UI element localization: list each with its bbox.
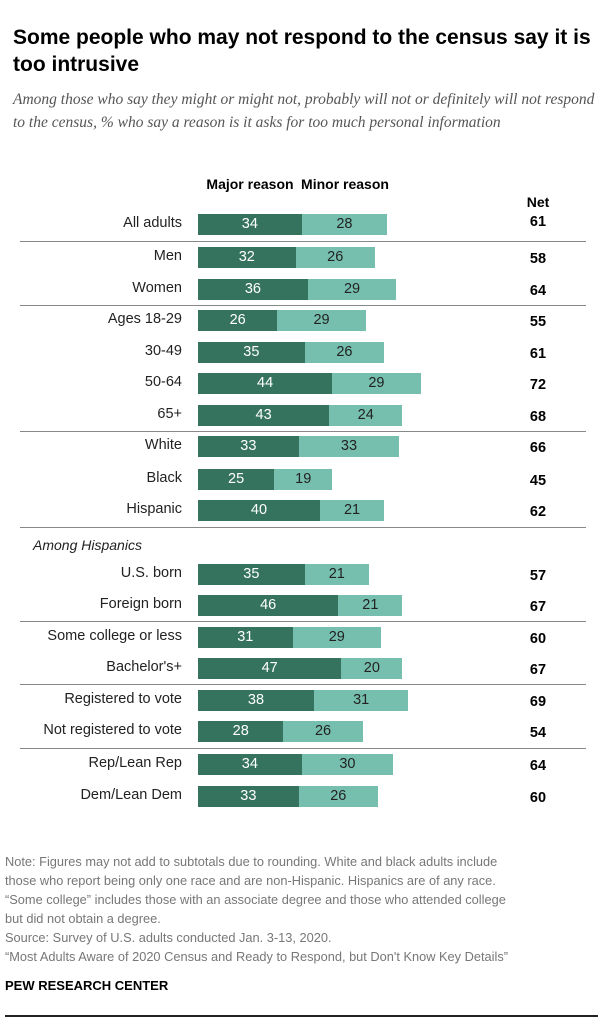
chart-subtitle: Among those who say they might or might … [13, 91, 595, 131]
net-value: 58 [529, 251, 547, 267]
row-label: Hispanic [126, 501, 182, 517]
bar-minor-reason: 24 [329, 405, 403, 426]
row-label: Ages 18-29 [107, 311, 182, 327]
net-value: 67 [529, 662, 547, 678]
group-divider [20, 241, 586, 242]
net-value: 54 [529, 725, 547, 741]
bar-major-reason: 40 [198, 500, 320, 521]
net-value: 68 [529, 409, 547, 425]
bar-major-reason: 44 [198, 373, 333, 394]
bar-minor-reason: 26 [298, 786, 378, 807]
row-label: Bachelor's+ [106, 659, 182, 675]
bar-minor-reason: 26 [304, 342, 385, 363]
row-label: Dem/Lean Dem [80, 787, 182, 803]
row-label: Some college or less [47, 628, 182, 644]
bar-minor-reason: 29 [332, 373, 421, 394]
group-divider [20, 305, 586, 306]
row-label: White [144, 437, 182, 453]
bar-major-reason: 25 [198, 469, 275, 490]
row-label: All adults [123, 215, 182, 231]
bar-major-reason: 36 [198, 279, 308, 300]
bar-minor-reason: 29 [277, 310, 366, 331]
bottom-rule [5, 1015, 598, 1017]
bar-major-reason: 35 [198, 342, 305, 363]
row-label: Rep/Lean Rep [88, 755, 182, 771]
row-label: U.S. born [120, 565, 182, 581]
report-title-line: “Most Adults Aware of 2020 Census and Re… [5, 949, 508, 964]
header-major: Major reason [206, 176, 294, 192]
chart-title: Some people who may not respond to the c… [13, 26, 591, 76]
net-value: 61 [529, 214, 547, 230]
bar-minor-reason: 30 [301, 754, 394, 775]
row-label: Men [153, 248, 182, 264]
group-label-among-hispanics: Among Hispanics [33, 537, 142, 553]
bar-minor-reason: 31 [313, 690, 409, 711]
bar-minor-reason: 26 [283, 721, 363, 742]
group-divider [20, 621, 586, 622]
bar-minor-reason: 29 [292, 627, 381, 648]
header-minor: Minor reason [301, 176, 389, 192]
net-value: 61 [529, 346, 547, 362]
bar-major-reason: 35 [198, 564, 305, 585]
net-value: 45 [529, 473, 547, 489]
bar-major-reason: 28 [198, 721, 284, 742]
row-label: Not registered to vote [43, 722, 182, 738]
group-divider [20, 431, 586, 432]
bar-major-reason: 26 [198, 310, 278, 331]
row-label: Foreign born [99, 596, 182, 612]
group-divider [20, 527, 586, 528]
note-line: Note: Figures may not add to subtotals d… [5, 854, 498, 869]
row-label: Black [146, 470, 182, 486]
row-label: 65+ [157, 406, 182, 422]
row-label: 50-64 [144, 374, 182, 390]
net-value: 64 [529, 758, 547, 774]
bar-minor-reason: 20 [341, 658, 403, 679]
row-label: Registered to vote [64, 691, 182, 707]
bar-major-reason: 31 [198, 627, 293, 648]
bar-minor-reason: 21 [338, 595, 403, 616]
row-label: 30-49 [144, 343, 182, 359]
net-value: 60 [529, 790, 547, 806]
net-value: 60 [529, 631, 547, 647]
bar-major-reason: 43 [198, 405, 330, 426]
note-line: those who report being only one race and… [5, 873, 496, 888]
bar-minor-reason: 29 [307, 279, 397, 300]
bar-major-reason: 33 [198, 436, 299, 457]
net-value: 55 [529, 314, 547, 330]
bar-minor-reason: 28 [301, 214, 388, 235]
group-divider [20, 684, 586, 685]
group-divider [20, 748, 586, 749]
net-value: 67 [529, 599, 547, 615]
net-value: 57 [529, 568, 547, 584]
bar-minor-reason: 33 [298, 436, 400, 457]
net-value: 66 [529, 440, 547, 456]
net-value: 72 [529, 377, 547, 393]
bar-minor-reason: 19 [274, 469, 333, 490]
bar-major-reason: 46 [198, 595, 339, 616]
header-net: Net [526, 194, 550, 210]
notes: Note: Figures may not add to subtotals d… [5, 852, 600, 966]
source-line: Source: Survey of U.S. adults conducted … [5, 930, 332, 945]
net-value: 62 [529, 504, 547, 520]
bar-minor-reason: 21 [304, 564, 369, 585]
bar-major-reason: 47 [198, 658, 342, 679]
bar-major-reason: 34 [198, 754, 302, 775]
note-line: “Some college” includes those with an as… [5, 892, 506, 907]
bar-minor-reason: 26 [295, 247, 375, 268]
note-line: but did not obtain a degree. [5, 911, 161, 926]
net-value: 69 [529, 694, 547, 710]
bar-major-reason: 34 [198, 214, 302, 235]
bar-major-reason: 38 [198, 690, 314, 711]
bar-minor-reason: 21 [320, 500, 385, 521]
bar-major-reason: 33 [198, 786, 299, 807]
row-label: Women [132, 280, 182, 296]
net-value: 64 [529, 283, 547, 299]
bar-major-reason: 32 [198, 247, 296, 268]
brand-logo-text: PEW RESEARCH CENTER [5, 978, 169, 993]
